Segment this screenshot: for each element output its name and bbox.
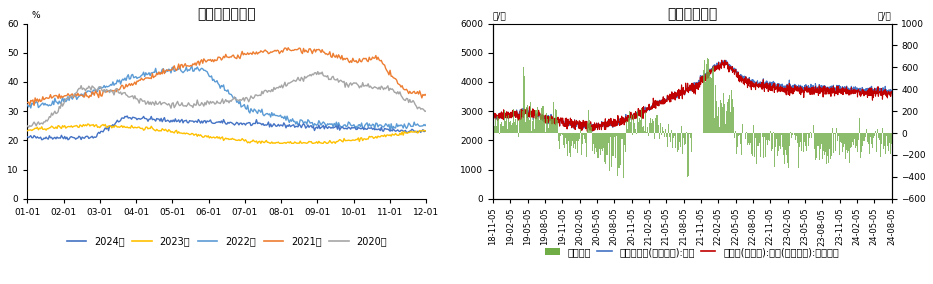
Legend: 2024年, 2023年, 2022年, 2021年, 2020年: 2024年, 2023年, 2022年, 2021年, 2020年 (63, 232, 391, 250)
Legend: 山东基差, 期货收盘价(活跃合约):历青, 市场价(主流价):历青(重交历青):山东地区: 山东基差, 期货收盘价(活跃合约):历青, 市场价(主流价):历青(重交历青):… (541, 243, 842, 261)
Text: %: % (32, 11, 40, 20)
Title: 山东地区基差: 山东地区基差 (667, 7, 717, 21)
Title: 沥青库存存货比: 沥青库存存货比 (198, 7, 257, 21)
Text: 元/吨: 元/吨 (493, 11, 507, 20)
Text: 元/吨: 元/吨 (878, 11, 892, 20)
